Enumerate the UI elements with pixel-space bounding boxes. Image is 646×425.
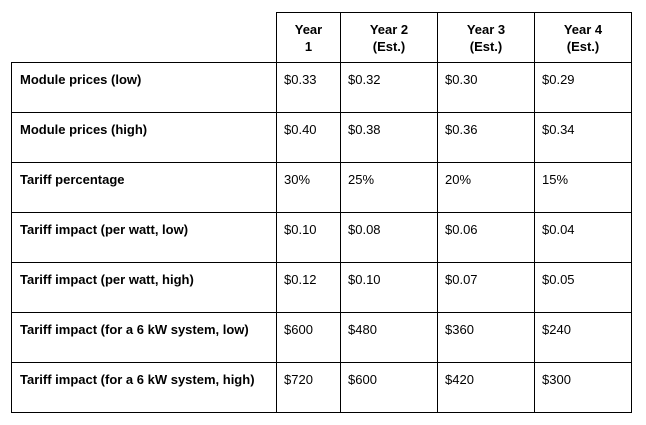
- header-year-2: Year 2 (Est.): [340, 12, 438, 63]
- row-label: Module prices (high): [11, 112, 277, 163]
- table-cell: $360: [437, 312, 535, 363]
- header-year-4: Year 4 (Est.): [534, 12, 632, 63]
- table-row: Tariff impact (per watt, high) $0.12 $0.…: [11, 262, 632, 313]
- table-cell: $0.29: [534, 62, 632, 113]
- table-cell: $0.05: [534, 262, 632, 313]
- header-year-1: Year 1: [276, 12, 341, 63]
- table-cell: $0.38: [340, 112, 438, 163]
- table-cell: 25%: [340, 162, 438, 213]
- tariff-impact-table: Year 1 Year 2 (Est.) Year 3 (Est.) Year 4 (E…: [11, 12, 632, 413]
- table-cell: $0.40: [276, 112, 341, 163]
- table-cell: $0.10: [276, 212, 341, 263]
- header-year-3: Year 3 (Est.): [437, 12, 535, 63]
- table-cell: 20%: [437, 162, 535, 213]
- row-label: Tariff impact (per watt, high): [11, 262, 277, 313]
- table-cell: $420: [437, 362, 535, 413]
- row-label: Tariff impact (for a 6 kW system, low): [11, 312, 277, 363]
- table-cell: $300: [534, 362, 632, 413]
- table-cell: $600: [276, 312, 341, 363]
- table-row: Tariff percentage 30% 25% 20% 15%: [11, 162, 632, 213]
- table-cell: $600: [340, 362, 438, 413]
- table-row: Tariff impact (for a 6 kW system, high) …: [11, 362, 632, 413]
- table-row: Module prices (high) $0.40 $0.38 $0.36 $…: [11, 112, 632, 163]
- tariff-table-container: Year 1 Year 2 (Est.) Year 3 (Est.) Year 4 (E…: [11, 12, 632, 413]
- table-header-row: Year 1 Year 2 (Est.) Year 3 (Est.) Year 4 (E…: [11, 12, 632, 63]
- table-row: Tariff impact (for a 6 kW system, low) $…: [11, 312, 632, 363]
- table-cell: $0.04: [534, 212, 632, 263]
- header-corner-cell: [11, 12, 277, 63]
- table-cell: $720: [276, 362, 341, 413]
- row-label: Tariff impact (for a 6 kW system, high): [11, 362, 277, 413]
- table-cell: $0.32: [340, 62, 438, 113]
- table-row: Module prices (low) $0.33 $0.32 $0.30 $0…: [11, 62, 632, 113]
- table-cell: $0.06: [437, 212, 535, 263]
- table-cell: $0.10: [340, 262, 438, 313]
- table-cell: $0.12: [276, 262, 341, 313]
- row-label: Tariff percentage: [11, 162, 277, 213]
- table-cell: $480: [340, 312, 438, 363]
- table-cell: 15%: [534, 162, 632, 213]
- table-cell: $0.08: [340, 212, 438, 263]
- table-row: Tariff impact (per watt, low) $0.10 $0.0…: [11, 212, 632, 263]
- row-label: Tariff impact (per watt, low): [11, 212, 277, 263]
- table-cell: $0.33: [276, 62, 341, 113]
- table-cell: $0.30: [437, 62, 535, 113]
- table-cell: $0.34: [534, 112, 632, 163]
- table-cell: $0.07: [437, 262, 535, 313]
- table-cell: 30%: [276, 162, 341, 213]
- table-cell: $0.36: [437, 112, 535, 163]
- table-cell: $240: [534, 312, 632, 363]
- row-label: Module prices (low): [11, 62, 277, 113]
